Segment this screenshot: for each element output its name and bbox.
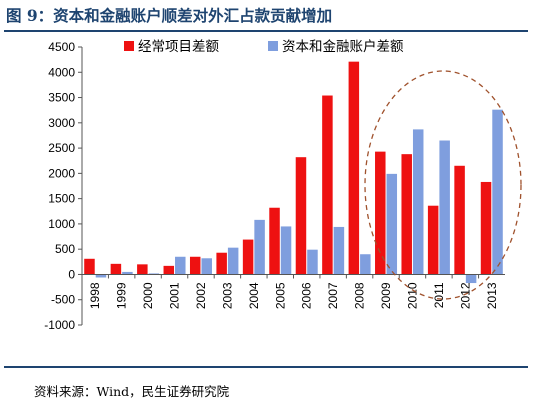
- bar-current-account: [480, 181, 492, 275]
- bar-current-account: [110, 263, 122, 275]
- bar-current-account: [163, 265, 175, 275]
- figure-title: 图 9：资本和金融账户顺差对外汇占款贡献增加: [6, 6, 333, 25]
- legend-label-capital-account: 资本和金融账户差额: [282, 38, 404, 55]
- bar-capital-account: [492, 109, 503, 275]
- bar-capital-account: [360, 254, 371, 275]
- y-tick-label: 1500: [48, 192, 75, 206]
- x-tick-label: 2004: [247, 282, 261, 309]
- legend-swatch-capital-account: [268, 41, 278, 51]
- x-tick-label: 2000: [141, 282, 155, 309]
- x-tick-label: 2002: [194, 282, 208, 309]
- bottom-rule: [4, 366, 528, 368]
- bar-current-account: [137, 264, 148, 275]
- y-tick-label: 500: [55, 242, 75, 256]
- x-tick-label: 2010: [405, 282, 419, 309]
- y-tick-label: 1000: [48, 217, 75, 231]
- bar-current-account: [84, 258, 95, 275]
- legend-swatch-current-account: [124, 41, 134, 51]
- y-tick-label: 4500: [48, 40, 75, 54]
- bar-capital-account: [412, 129, 424, 275]
- x-tick-label: 2005: [273, 282, 287, 309]
- x-tick-label: 2012: [458, 282, 472, 309]
- bar-current-account: [348, 61, 360, 275]
- annotation-layer: [364, 70, 522, 300]
- bar-capital-account: [175, 256, 186, 275]
- bar-current-account: [216, 252, 227, 275]
- bar-capital-account: [439, 140, 450, 275]
- x-tick-label: 2011: [432, 282, 446, 308]
- x-tick-label: 1999: [115, 282, 129, 309]
- bar-capital-account: [386, 173, 398, 275]
- bar-capital-account: [333, 226, 345, 275]
- legend: 经常项目差额 资本和金融账户差额: [124, 38, 404, 55]
- x-tick-label: 2009: [379, 282, 393, 309]
- bar-capital-account: [307, 249, 318, 275]
- legend-label-current-account: 经常项目差额: [138, 39, 219, 55]
- y-tick-label: -1000: [44, 318, 75, 332]
- bar-current-account: [401, 154, 412, 275]
- title-rule: [4, 30, 528, 32]
- y-axis-ticks: -1000 -500 0 500 1000 1500 2000 2500 3000 3500 400…: [44, 40, 82, 332]
- bar-current-account: [454, 165, 465, 275]
- bar-capital-account: [465, 274, 477, 284]
- bar-capital-account: [254, 219, 265, 275]
- bar-capital-account: [201, 258, 212, 275]
- y-tick-label: 4000: [48, 65, 75, 79]
- bar-capital-account: [280, 226, 292, 275]
- bar-current-account: [269, 207, 280, 275]
- x-tick-label: 2003: [220, 282, 234, 309]
- bar-current-account: [427, 205, 439, 275]
- bar-current-account: [242, 239, 254, 275]
- axes: [81, 47, 505, 325]
- bar-capital-account: [148, 273, 160, 275]
- bar-current-account: [189, 256, 201, 275]
- bars: [84, 61, 503, 284]
- y-tick-label: -500: [51, 293, 75, 307]
- y-tick-label: 3500: [48, 91, 75, 105]
- x-tick-label: 2007: [326, 282, 340, 309]
- bar-capital-account: [122, 271, 133, 275]
- y-tick-label: 0: [68, 267, 75, 281]
- x-tick-label: 1998: [88, 282, 102, 309]
- x-tick-label: 2001: [168, 282, 182, 309]
- x-tick-label: 2006: [300, 282, 314, 309]
- source-note: 资料来源：Wind，民生证券研究院: [34, 384, 230, 399]
- y-tick-label: 3000: [48, 116, 75, 130]
- bar-current-account: [322, 95, 333, 275]
- y-tick-label: 2500: [48, 141, 75, 155]
- highlight-ellipse: [364, 70, 522, 300]
- bar-capital-account: [95, 274, 107, 278]
- bar-capital-account: [227, 247, 239, 275]
- x-tick-label: 2008: [353, 282, 367, 309]
- bar-current-account: [295, 157, 307, 275]
- y-tick-label: 2000: [48, 166, 75, 180]
- x-tick-label: 2013: [485, 282, 499, 309]
- x-axis-labels: 1998 1999 2000 2001 2002 2003 2004 2005 2006 2007…: [81, 274, 499, 309]
- bar-current-account: [375, 151, 386, 275]
